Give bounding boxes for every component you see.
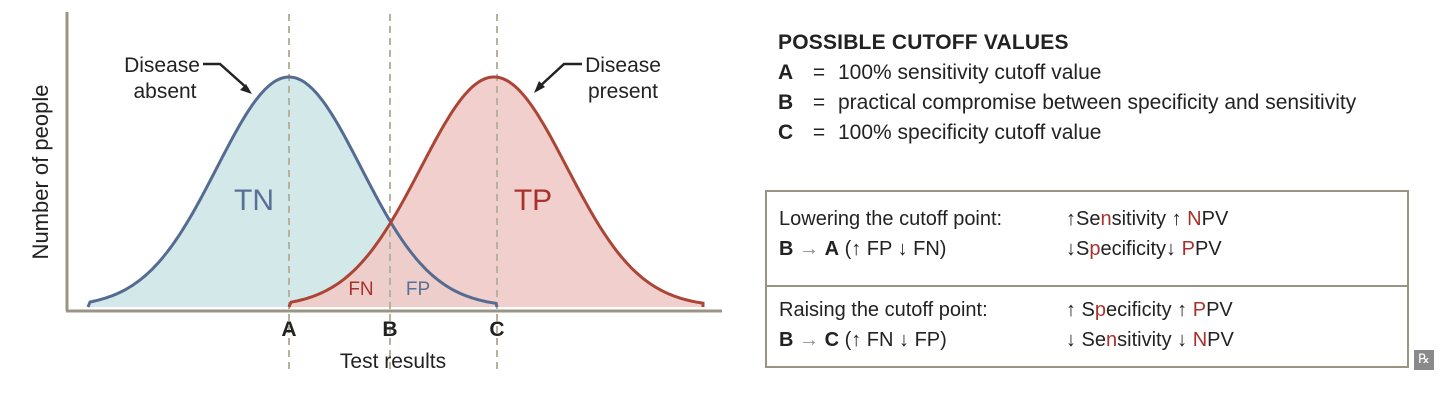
disease-absent-pointer: [203, 62, 249, 90]
legend-key: C: [778, 121, 794, 144]
y-axis-label: Number of people: [28, 85, 53, 260]
legend-item-a: A = 100% sensitivity cutoff value: [778, 58, 1356, 88]
legend-text: practical compromise between specificity…: [838, 91, 1357, 114]
legend-key: B: [778, 91, 794, 114]
fp-label: FP: [406, 279, 430, 300]
tn-label: TN: [234, 184, 274, 217]
disease-present-fill: [289, 77, 703, 307]
legend-text: 100% sensitivity cutoff value: [838, 61, 1102, 84]
disease-present-pointer: [537, 62, 582, 89]
lowering-section: Lowering the cutoff point: ↑Sensitivity …: [779, 204, 1397, 264]
cutoff-marker-c: C: [489, 318, 504, 341]
legend-key: A: [778, 61, 794, 84]
disease-present-pointer-head: [534, 81, 545, 93]
disease-absent-pointer-head: [240, 84, 252, 94]
x-axis-label: Test results: [340, 350, 446, 373]
disease-present-label-line1: Disease: [585, 54, 661, 77]
raising-move: B → C (↑ FN ↓ FP): [779, 329, 947, 351]
rx-badge-icon: ℞: [1414, 350, 1434, 370]
fn-label: FN: [348, 279, 373, 300]
legend-equals: =: [812, 121, 826, 144]
disease-absent-label-line1: Disease: [124, 54, 200, 77]
cutoff-marker-a: A: [281, 318, 296, 341]
legend-item-b: B = practical compromise between specifici…: [778, 88, 1356, 118]
diagram-figure: TN TP FN FP Disease absent Disease prese…: [28, 12, 722, 373]
cutoff-legend: POSSIBLE CUTOFF VALUES A = 100% sensitivit…: [778, 28, 1356, 148]
disease-present-label-line2: present: [588, 80, 658, 103]
tp-label: TP: [514, 184, 552, 217]
cutoff-marker-b: B: [382, 318, 397, 341]
lowering-effect-2: ↓Specificity↓ PPV: [1066, 238, 1222, 260]
lowering-effect-1: ↑Sensitivity ↑ NPV: [1066, 208, 1229, 230]
legend-equals: =: [812, 91, 826, 114]
lowering-title: Lowering the cutoff point:: [779, 208, 1003, 230]
raising-title: Raising the cutoff point:: [779, 299, 988, 321]
disease-present-curve: [287, 75, 705, 308]
raising-effect-1: ↑ Specificity ↑ PPV: [1066, 299, 1233, 321]
legend-heading: POSSIBLE CUTOFF VALUES: [778, 31, 1069, 54]
lowering-move: B → A (↑ FP ↓ FN): [779, 238, 947, 260]
raising-section: Raising the cutoff point: ↑ Specificity …: [779, 295, 1397, 355]
legend-text: 100% specificity cutoff value: [838, 121, 1102, 144]
cutoff-effects-box: Lowering the cutoff point: ↑Sensitivity …: [765, 190, 1409, 368]
disease-absent-label-line2: absent: [133, 80, 196, 103]
legend-equals: =: [812, 61, 826, 84]
raising-effect-2: ↓ Sensitivity ↓ NPV: [1066, 329, 1234, 351]
legend-item-c: C = 100% specificity cutoff value: [778, 118, 1356, 148]
box-divider: [767, 285, 1407, 287]
disease-absent-curve: [86, 75, 499, 308]
